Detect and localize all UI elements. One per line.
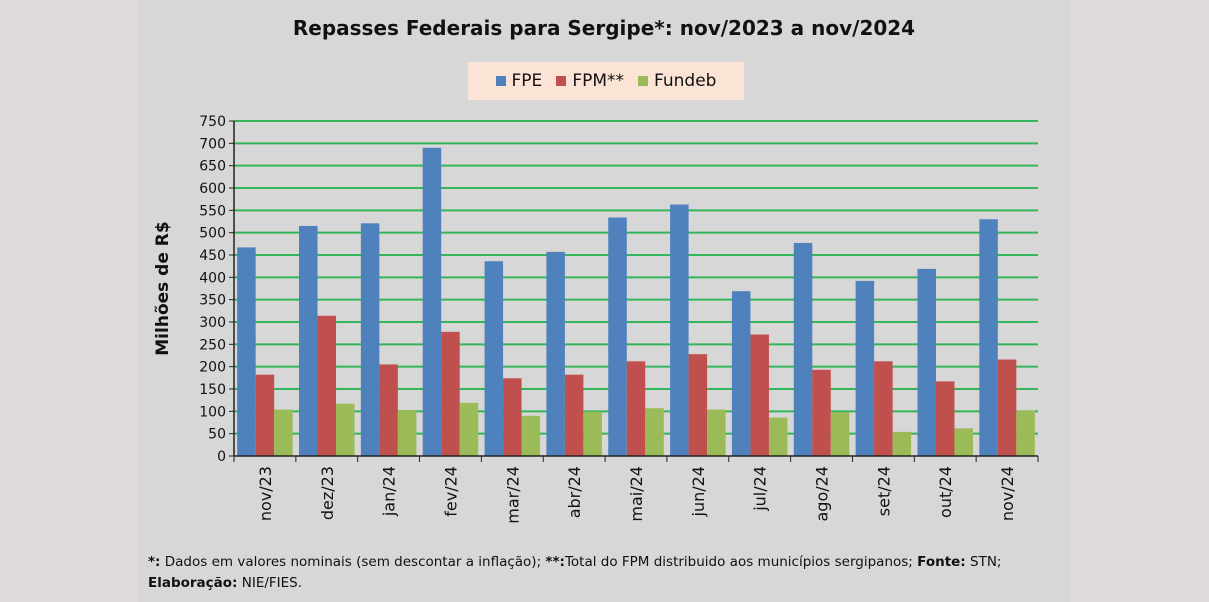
bar-fundeb-abr-24 [583, 411, 602, 456]
bar-fundeb-fev-24 [459, 402, 479, 456]
legend-swatch-1 [495, 76, 506, 86]
chart-title: Repasses Federais para Sergipe*: nov/202… [292, 16, 916, 40]
y-tick-label-250: 250 [199, 337, 226, 353]
x-tick-label-dez-23: dez/23 [318, 466, 337, 520]
legend-label-2: FPM** [572, 71, 625, 91]
chart-footnote: *: Dados em valores nominais (sem descon… [148, 552, 1060, 594]
x-tick-label-abr-24: abr/24 [565, 466, 584, 518]
footnote-credit-text: NIE/FIES. [237, 575, 303, 591]
bar-fpe-nov-23 [237, 247, 256, 456]
chart-plot: 0 50 100 150 200 250 300 350 400 450 500 550 600 650 7… [153, 114, 1039, 524]
bar-fpm-dez-23 [317, 315, 337, 456]
bar-fpm-ago-24 [812, 369, 831, 456]
bar-fundeb-ago-24 [830, 412, 850, 456]
bar-fpe-nov-24 [979, 219, 998, 456]
y-tick-label-550: 550 [199, 203, 226, 219]
bar-fpm-abr-24 [564, 374, 584, 456]
bar-fpm-set-24 [874, 361, 893, 456]
bar-fpm-jun-24 [688, 354, 708, 456]
footnote-line-2: Elaboração: NIE/FIES. [148, 573, 1060, 594]
footnote-fpm-label: **: [545, 554, 565, 570]
legend-item-3: Fundeb [638, 71, 716, 91]
x-tick-label-jun-24: jun/24 [689, 466, 708, 517]
bar-fpe-dez-23 [299, 225, 318, 456]
y-tick-label-500: 500 [199, 226, 226, 242]
bar-fpe-fev-24 [422, 147, 442, 457]
bar-fpm-fev-24 [441, 331, 460, 456]
y-tick-label-750: 750 [199, 114, 226, 130]
y-tick-label-600: 600 [199, 181, 226, 197]
x-tick-label-ago-24: ago/24 [813, 466, 832, 522]
footnote-credit-label: Elaboração: [148, 575, 238, 591]
footnote-nominal-text: Dados em valores nominais (sem descontar… [160, 554, 546, 570]
bar-fundeb-dez-23 [336, 403, 355, 456]
y-axis-title: Milhões de R$ [153, 221, 173, 355]
bar-fpm-nov-23 [255, 374, 275, 456]
legend-swatch-2 [556, 76, 567, 86]
bar-fpe-ago-24 [793, 242, 813, 456]
bar-fpe-set-24 [855, 280, 875, 456]
footnote-line-1: *: Dados em valores nominais (sem descon… [148, 552, 1060, 573]
bar-fundeb-nov-23 [274, 409, 293, 456]
x-tick-label-nov-24: nov/24 [998, 466, 1017, 521]
chart-panel: Repasses Federais para Sergipe*: nov/202… [138, 0, 1070, 602]
footnote-nominal-label: *: [148, 554, 161, 570]
y-tick-label-50: 50 [208, 427, 226, 443]
x-tick-label-mar-24: mar/24 [503, 466, 522, 524]
bar-fpm-jan-24 [379, 364, 398, 456]
x-tick-label-mai-24: mai/24 [627, 466, 646, 522]
y-tick-label-200: 200 [199, 360, 226, 376]
x-tick-label-set-24: set/24 [874, 466, 893, 516]
bar-fpm-mai-24 [626, 361, 646, 456]
y-tick-label-300: 300 [199, 315, 226, 331]
bar-fpe-jan-24 [360, 223, 380, 456]
bar-fundeb-mai-24 [645, 408, 664, 456]
y-tick-label-450: 450 [199, 248, 226, 264]
bar-fpe-out-24 [917, 268, 936, 456]
bar-fundeb-jan-24 [397, 409, 417, 456]
y-tick-label-650: 650 [199, 159, 226, 175]
x-tick-label-jan-24: jan/24 [380, 466, 399, 517]
x-tick-label-fev-24: fev/24 [441, 466, 460, 517]
footnote-source-label: Fonte: [917, 554, 966, 570]
chart-legend: FPE FPM** Fundeb [468, 62, 744, 100]
legend-swatch-3 [638, 76, 649, 86]
bar-fundeb-jun-24 [707, 409, 726, 456]
legend-label-1: FPE [511, 71, 543, 91]
footnote-fpm-text: Total do FPM distribuido aos municípios … [564, 554, 918, 570]
bar-fpm-jul-24 [750, 334, 769, 456]
bar-fundeb-set-24 [892, 431, 912, 456]
x-tick-label-nov-23: nov/23 [256, 466, 275, 521]
bar-fpe-mar-24 [484, 261, 504, 456]
bar-fpe-jul-24 [731, 291, 751, 456]
bar-fpe-jun-24 [670, 204, 689, 456]
bar-fundeb-out-24 [954, 428, 973, 456]
x-tick-label-out-24: out/24 [936, 466, 955, 518]
bar-fpm-nov-24 [997, 359, 1017, 456]
y-tick-label-400: 400 [199, 270, 226, 286]
bar-fundeb-jul-24 [768, 417, 788, 456]
legend-item-1: FPE [495, 71, 543, 91]
y-tick-label-350: 350 [199, 293, 226, 309]
legend-label-3: Fundeb [654, 71, 717, 91]
bar-fundeb-nov-24 [1016, 410, 1035, 456]
bar-fpe-abr-24 [546, 251, 565, 456]
y-tick-label-0: 0 [217, 449, 226, 465]
bar-fpm-mar-24 [503, 378, 522, 456]
bar-fpm-out-24 [935, 381, 955, 456]
y-tick-label-150: 150 [199, 382, 226, 398]
x-tick-label-jul-24: jul/24 [751, 466, 770, 512]
footnote-source-text: STN; [965, 554, 1002, 570]
legend-item-2: FPM** [556, 71, 624, 91]
y-tick-label-700: 700 [199, 136, 226, 152]
y-tick-label-100: 100 [199, 404, 226, 420]
bar-fpe-mai-24 [608, 217, 627, 456]
bar-fundeb-mar-24 [521, 415, 541, 456]
